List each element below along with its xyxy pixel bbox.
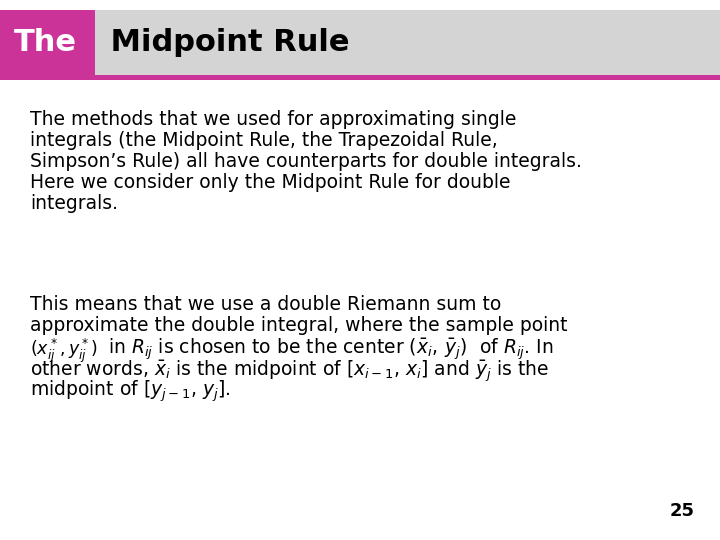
- Text: This means that we use a double Riemann sum to: This means that we use a double Riemann …: [30, 295, 501, 314]
- Bar: [0, 10, 95, 75]
- Text: integrals (the Midpoint Rule, the Trapezoidal Rule,: integrals (the Midpoint Rule, the Trapez…: [30, 131, 498, 150]
- Text: $(x_{ij}^*, y_{ij}^*)$: $(x_{ij}^*, y_{ij}^*)$: [30, 337, 98, 365]
- Text: integrals.: integrals.: [30, 194, 118, 213]
- Text: The: The: [14, 28, 77, 57]
- Text: in $R_{ij}$ is chosen to be the center $(\bar{x}_i,\, \bar{y}_j)$  of $R_{ij}$. : in $R_{ij}$ is chosen to be the center $…: [108, 337, 554, 362]
- Text: midpoint of [$y_{j-1}$, $y_j$].: midpoint of [$y_{j-1}$, $y_j$].: [30, 379, 230, 404]
- Text: Simpson’s Rule) all have counterparts for double integrals.: Simpson’s Rule) all have counterparts fo…: [30, 152, 582, 171]
- Text: 25: 25: [670, 502, 695, 520]
- Bar: [0, 75, 720, 80]
- Text: Midpoint Rule: Midpoint Rule: [100, 28, 349, 57]
- Bar: [0, 10, 720, 75]
- Text: approximate the double integral, where the sample point: approximate the double integral, where t…: [30, 316, 567, 335]
- Text: other words, $\bar{x}_i$ is the midpoint of [$x_{i-1}$, $x_i$] and $\bar{y}_j$ i: other words, $\bar{x}_i$ is the midpoint…: [30, 358, 549, 383]
- Text: Here we consider only the Midpoint Rule for double: Here we consider only the Midpoint Rule …: [30, 173, 510, 192]
- Text: The methods that we used for approximating single: The methods that we used for approximati…: [30, 110, 516, 129]
